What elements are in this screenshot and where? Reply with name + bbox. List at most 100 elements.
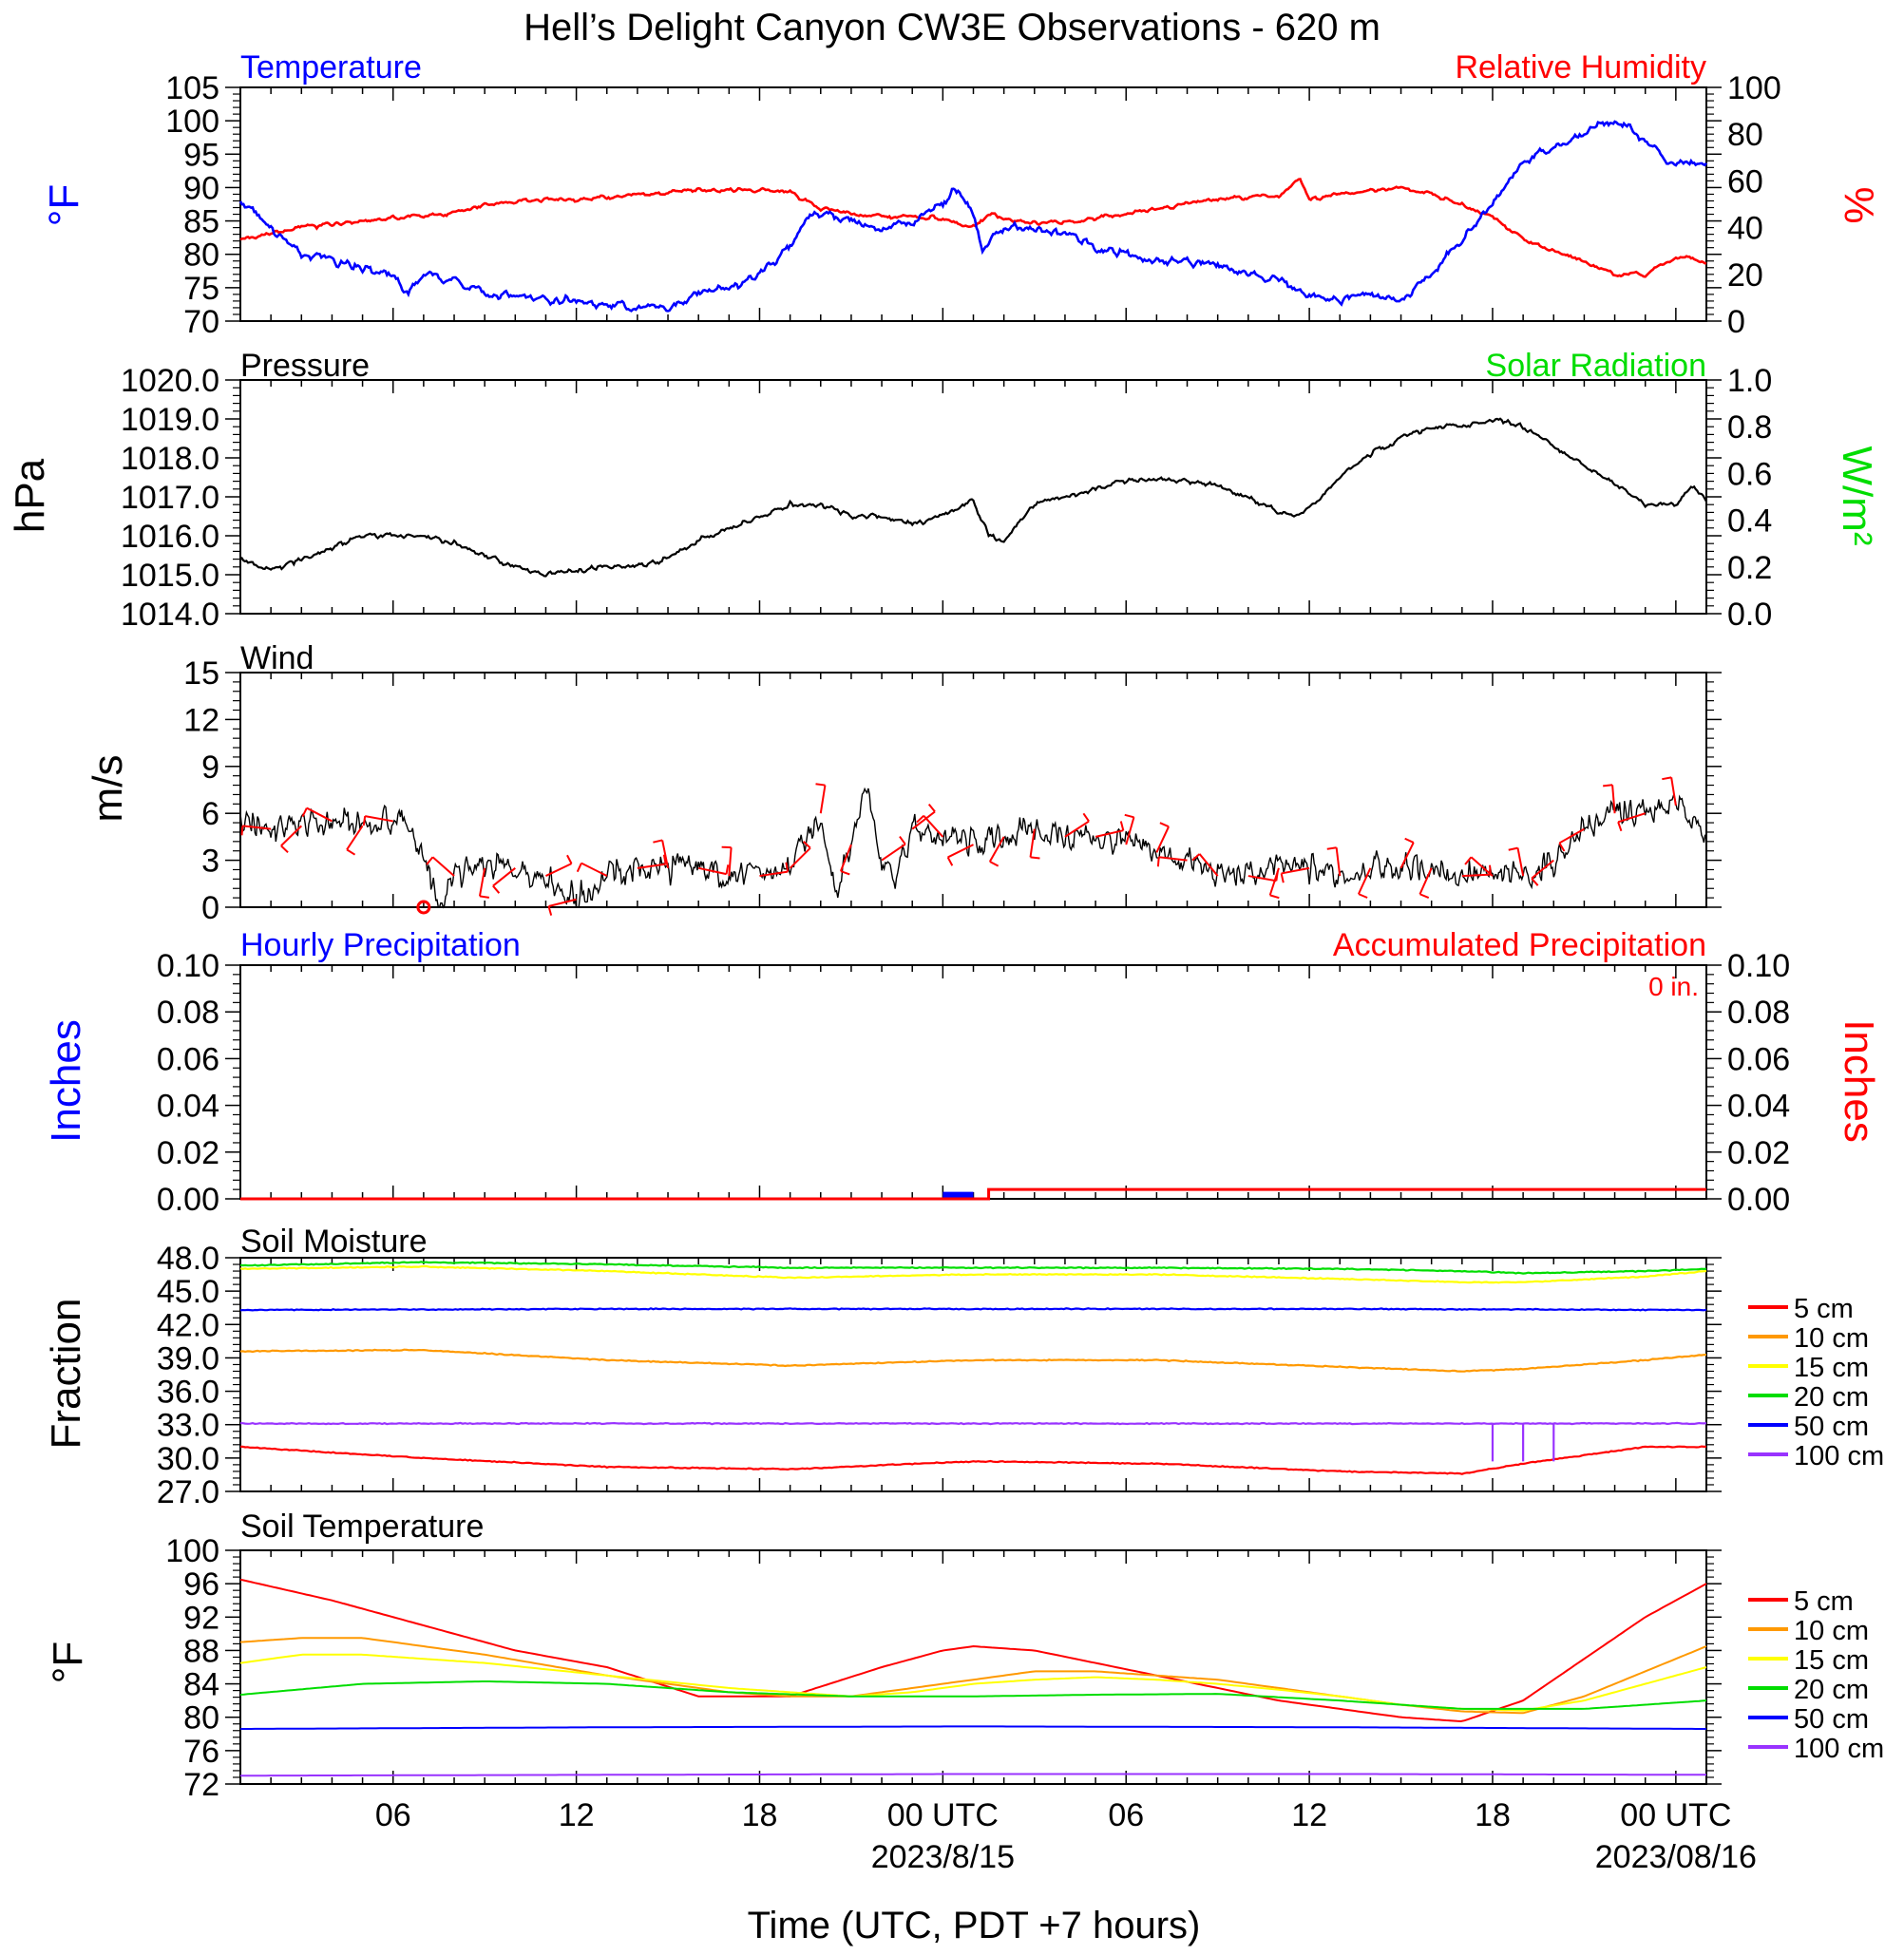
legend-label: 5 cm [1794,1294,1854,1324]
y-tick-label-left: 1017.0 [121,480,219,516]
wind-barb-flag [426,856,434,865]
y-tick-label-left: 15 [183,655,219,692]
wind-barb [545,863,572,877]
wind-barb [1516,847,1525,877]
y-tick-label-left: 90 [183,170,219,206]
wind-barb-flag [1280,873,1285,883]
wind-barb [1558,827,1585,845]
x-tick-label: 06 [1108,1797,1144,1833]
wind-barb [988,836,1005,863]
y-tick-label-left: 1014.0 [121,597,219,633]
plot-frame [239,86,1707,322]
legend-label: 20 cm [1794,1382,1869,1413]
wind-barb-flag [1124,813,1134,819]
legend-label: 100 cm [1794,1734,1884,1764]
wind-barb-flag [1030,856,1040,860]
y-tick-label-right: 0 [1727,304,1745,340]
soil-moisture-line [240,1445,1707,1475]
pressure-ylabel: hPa [7,458,53,533]
y-tick-label-left: 85 [183,204,219,240]
soil-moisture-line [239,1307,1707,1312]
pressure-panel: Pressure Solar Radiation hPa W/m² 1020.0… [7,348,1880,633]
y-tick-label-right: 0.06 [1727,1041,1790,1077]
wind-barb [1399,842,1415,869]
wind-barb [548,898,577,907]
wind-barb [1358,867,1372,895]
wind-speed-line [239,787,1707,909]
y-tick-label-left: 33.0 [157,1408,219,1444]
y-tick-label-left: 105 [165,70,219,106]
wind-barb-flag [479,895,489,899]
wind-barb [1095,829,1124,838]
wind-barb [911,810,936,830]
soil-moisture-title: Soil Moisture [240,1224,428,1260]
y-tick-label-left: 1016.0 [121,519,219,555]
wind-barb-flag [785,862,790,872]
y-tick-label-right: 0.8 [1727,409,1772,446]
legend-label: 15 cm [1794,1645,1869,1676]
soil-moisture-line [239,1348,1707,1373]
wind-barb-flag [725,864,730,875]
y-tick-label-left: 70 [183,304,219,340]
wind-barb-flag [662,854,667,864]
y-tick-label-left: 3 [201,844,219,880]
y-tick-label-left: 45.0 [157,1274,219,1310]
legend-label: 100 cm [1794,1441,1884,1471]
wind-barb [478,867,486,897]
wind-barb-flag [1662,776,1672,781]
y-tick-label-right: 40 [1727,211,1763,247]
temperature-line [238,120,1708,313]
wind-barb [923,814,944,838]
soil-moisture-ylabel: Fraction [43,1299,89,1450]
wind-barb-flag [1404,837,1415,844]
wind-barb-flag [1269,894,1280,900]
soil-temperature-line [239,1637,1707,1715]
wind-barb-flag [916,814,924,824]
y-tick-label-left: 9 [201,750,219,786]
wind-barb [581,862,608,877]
y-tick-label-left: 100 [165,1533,219,1569]
wind-barb [492,867,516,887]
soil-temperature-line [239,1680,1707,1710]
y-tick-label-left: 76 [183,1734,219,1770]
y-tick-label-left: 27.0 [157,1474,219,1510]
y-tick-label-right: 0.04 [1727,1089,1790,1125]
wind-barb [947,844,974,859]
plot-frame [239,379,1707,615]
wind-barb [789,846,811,869]
wind-barb [1198,853,1219,877]
wind-barb [1611,785,1616,814]
wind-barb-flag [1191,853,1201,862]
wind-barb [1470,856,1494,877]
hourly-precip-bar [942,1191,974,1199]
time-axis: Time (UTC, PDT +7 hours) 06 12 18 00 UTC 06 1… [375,1797,1757,1946]
wind-barb-flag [576,863,582,873]
y-tick-label-left: 1018.0 [121,441,219,477]
y-tick-label-right: 100 [1727,70,1781,106]
y-tick-label-right: 0.00 [1727,1182,1790,1218]
x-tick-label: 12 [559,1797,595,1833]
legend-label: 15 cm [1794,1353,1869,1383]
y-tick-label-right: 0.6 [1727,456,1772,492]
soil-moisture-line [239,1421,1707,1426]
x-tick-label: 12 [1291,1797,1327,1833]
precipitation-panel: Hourly Precipitation Accumulated Precipi… [43,927,1882,1218]
x-axis-label: Time (UTC, PDT +7 hours) [748,1905,1201,1946]
y-tick-label-left: 80 [183,1700,219,1737]
plot-frame [239,964,1707,1200]
wind-barb-flag [1082,812,1090,823]
y-tick-label-right: 0.02 [1727,1135,1790,1171]
wind-barb [431,856,455,877]
wind-barb-flag [927,804,936,813]
wind-barb [1617,812,1647,824]
y-tick-label-left: 84 [183,1667,219,1703]
temperature-rh-panel: Temperature Relative Humidity °F % 10510… [41,49,1882,340]
wind-barb [365,815,393,823]
pressure-line [239,417,1707,578]
y-tick-label-right: 0.0 [1727,597,1772,633]
y-tick-label-left: 39.0 [157,1340,219,1376]
wind-ylabel: m/s [85,755,131,823]
wind-barb-flag [1159,822,1170,828]
y-tick-label-left: 0.08 [157,995,219,1031]
wind-barb-flag [946,856,954,866]
